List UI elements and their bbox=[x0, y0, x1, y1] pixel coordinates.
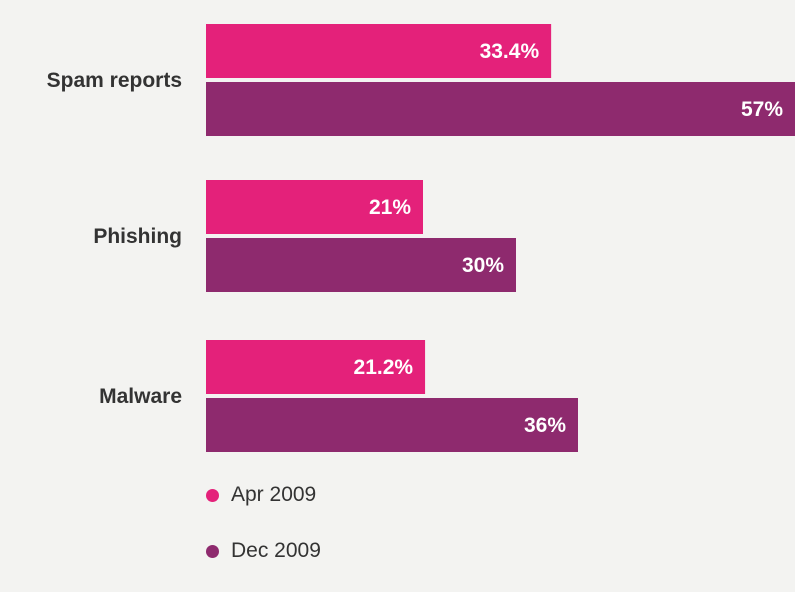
chart-legend: Apr 2009 Dec 2009 bbox=[206, 480, 321, 592]
legend-swatch-apr-2009 bbox=[206, 488, 219, 502]
chart-canvas: 33.4% 57% Spam reports 21% 30% Phishing 21.2% 3… bbox=[47, 24, 795, 452]
data-label-malware-dec-2009: 36% bbox=[524, 414, 566, 437]
category-label-phishing: Phishing bbox=[93, 225, 182, 248]
data-label-spam-reports-dec-2009: 57% bbox=[741, 98, 783, 121]
legend-label-apr-2009: Apr 2009 bbox=[231, 483, 317, 506]
legend-swatch-dec-2009 bbox=[206, 544, 219, 558]
bar-spam-reports-dec-2009 bbox=[206, 82, 795, 136]
bar-spam-reports-apr-2009 bbox=[206, 24, 552, 78]
bar-phishing-apr-2009 bbox=[206, 180, 423, 234]
bar-phishing-dec-2009 bbox=[206, 238, 516, 292]
legend-item-apr-2009: Apr 2009 bbox=[206, 480, 321, 510]
bar-malware-dec-2009 bbox=[206, 398, 578, 452]
category-label-spam-reports: Spam reports bbox=[47, 69, 182, 92]
data-label-phishing-apr-2009: 21% bbox=[369, 196, 411, 219]
data-label-phishing-dec-2009: 30% bbox=[462, 254, 504, 277]
category-label-malware: Malware bbox=[99, 385, 182, 408]
legend-label-dec-2009: Dec 2009 bbox=[231, 539, 321, 562]
bar-malware-apr-2009 bbox=[206, 340, 426, 394]
data-label-spam-reports-apr-2009: 33.4% bbox=[480, 40, 540, 63]
data-label-malware-apr-2009: 21.2% bbox=[354, 356, 414, 379]
legend-item-dec-2009: Dec 2009 bbox=[206, 536, 321, 566]
